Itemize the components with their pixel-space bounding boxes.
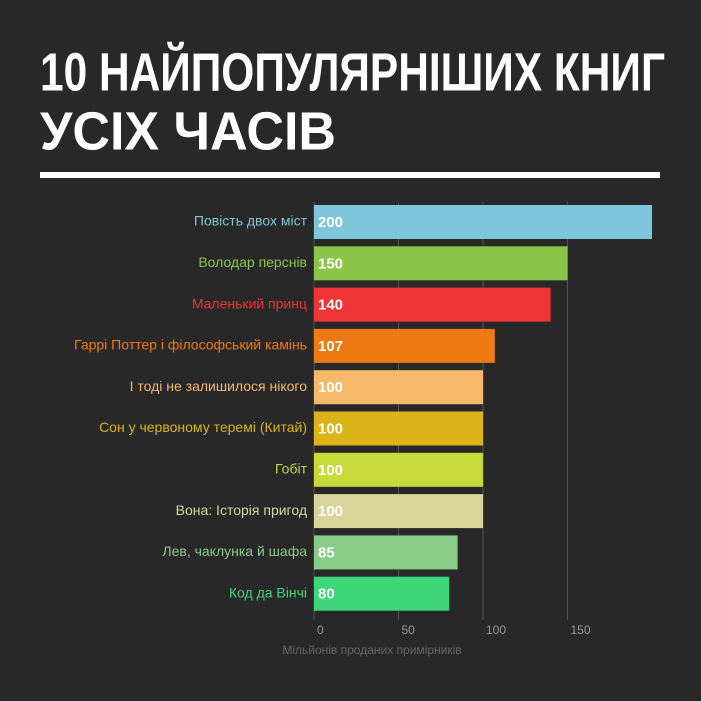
y-tick-label: Вона: Історія пригод — [176, 502, 307, 518]
value-label: 100 — [318, 420, 343, 437]
y-tick-label: Повість двох міст — [194, 213, 308, 229]
y-tick-label: Володар перснів — [198, 254, 307, 270]
bar — [314, 576, 450, 611]
y-tick-label: Сон у червоному теремі (Китай) — [99, 419, 307, 435]
y-tick-label: Лев, чаклунка й шафа — [162, 543, 307, 559]
y-tick-label: Код да Вінчі — [229, 584, 307, 600]
bar — [314, 411, 483, 446]
x-axis-label: Мільйонів проданих примірників — [282, 643, 461, 657]
value-label: 85 — [318, 544, 335, 561]
bar — [314, 287, 551, 322]
bar — [314, 246, 568, 281]
y-tick-label: Гаррі Поттер і філософський камінь — [74, 337, 307, 353]
value-label: 200 — [318, 214, 343, 231]
bar — [314, 328, 495, 363]
bar — [314, 535, 458, 570]
bar — [314, 205, 652, 239]
bar — [314, 494, 483, 529]
value-label: 80 — [318, 586, 335, 603]
x-tick-label: 100 — [486, 623, 506, 637]
value-label: 150 — [318, 255, 343, 272]
title-rule — [40, 172, 660, 178]
x-tick-label: 0 — [317, 623, 324, 637]
y-tick-label: Гобіт — [275, 461, 308, 477]
x-tick-label: 50 — [402, 623, 416, 637]
bar — [314, 452, 483, 487]
chart-title: УСІХ ЧАСІВ — [40, 101, 336, 161]
value-label: 100 — [318, 503, 343, 520]
value-label: 107 — [318, 338, 343, 355]
chart-title: 10 НАЙПОПУЛЯРНІШИХ КНИГ — [40, 41, 665, 102]
y-tick-label: Маленький принц — [192, 295, 307, 311]
y-tick-label: І тоді не залишилося нікого — [130, 378, 308, 394]
value-label: 100 — [318, 379, 343, 396]
x-tick-label: 150 — [571, 623, 591, 637]
value-label: 140 — [318, 297, 343, 314]
value-label: 100 — [318, 462, 343, 479]
bar — [314, 370, 483, 405]
